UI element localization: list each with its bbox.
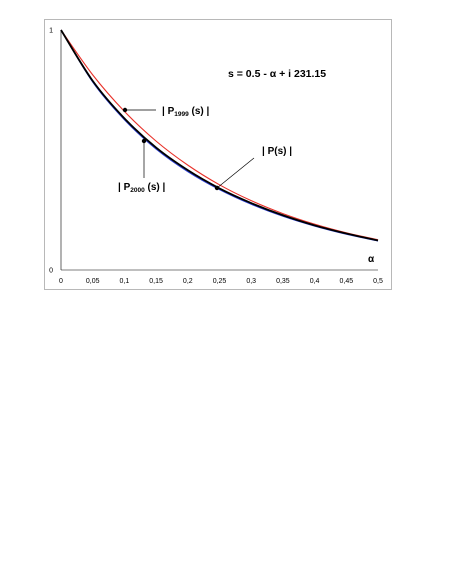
x-tick-label: 0,2 [183,278,193,285]
x-tick-label: 0,35 [276,278,290,285]
x-tick-label: 0,5 [373,278,383,285]
annotation-ps-leader [216,157,255,189]
x-tick-labels: 0 0,05 0,1 0,15 0,2 0,25 0,3 0,35 0,4 0,45 0,5 [59,278,383,285]
y-tick-labels: 01 [49,28,53,275]
annotation-p2000-marker [141,138,147,144]
x-tick-label: 0,25 [213,278,227,285]
series-line-0 [60,29,379,241]
x-tick-label: 0,05 [86,278,100,285]
y-tick-label: 0 [49,268,53,275]
x-axis-label: α [368,254,375,265]
x-tick-label: 0,3 [246,278,256,285]
x-tick-label: 0,45 [339,278,353,285]
chart-frame [44,19,392,290]
x-tick-label: 0,1 [120,278,130,285]
annotation-ps-label: | P(s) | [262,146,292,157]
series-line-2 [60,29,379,242]
annotation-p1999-marker [122,107,128,113]
x-tick-label: 0,4 [310,278,320,285]
formula-text: s = 0.5 - α + i 231.15 [228,68,326,80]
annotation-ps-marker [214,185,220,191]
x-tick-label: 0,15 [149,278,163,285]
annotation-p1999-label: | P1999 (s) | [162,106,209,118]
x-tick-label: 0 [59,278,63,285]
y-tick-label: 1 [49,28,53,35]
series-line-1 [60,29,379,242]
series-lines [60,29,379,242]
annotation-p2000-label: | P2000 (s) | [118,182,165,194]
